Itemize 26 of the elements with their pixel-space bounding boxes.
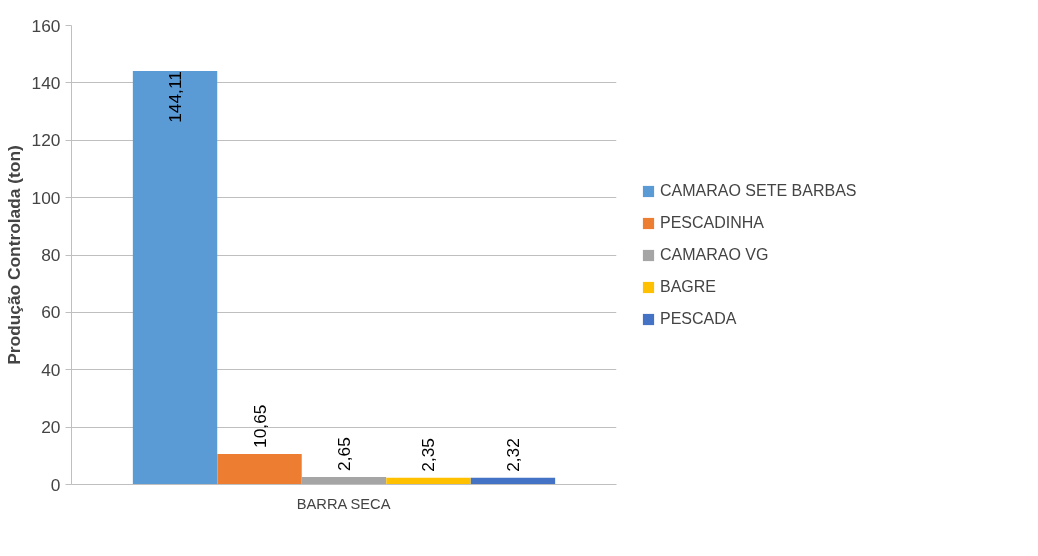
y-tick-label: 100	[31, 187, 61, 208]
data-label: 2,65	[334, 437, 354, 471]
y-tick-label: 120	[31, 130, 61, 151]
y-tick-label: 140	[31, 72, 61, 93]
legend-label: BAGRE	[660, 277, 717, 296]
y-axis-title: Produção Controlada (ton)	[3, 145, 24, 365]
legend-label: PESCADA	[660, 309, 737, 328]
y-tick-label: 60	[41, 302, 61, 323]
y-tick-label: 40	[41, 359, 61, 380]
legend-label: PESCADINHA	[660, 213, 765, 232]
bar	[386, 477, 471, 485]
bar	[470, 477, 556, 485]
y-tick-label: 20	[41, 417, 61, 438]
y-tick-label: 80	[41, 245, 61, 265]
bar	[217, 453, 302, 485]
y-tick-label: 0	[50, 474, 61, 495]
data-label: 2,32	[502, 438, 523, 472]
bar	[132, 71, 218, 485]
data-label: 2,35	[418, 438, 439, 472]
legend-label: CAMARAO SETE BARBAS	[660, 181, 857, 200]
data-label: 10,65	[249, 404, 270, 448]
x-tick-label: BARRA SECA	[296, 495, 391, 512]
data-label: 144,11	[165, 71, 186, 123]
bar	[301, 476, 387, 485]
y-tick-label: 160	[31, 15, 61, 36]
legend-label: CAMARAO VG	[660, 245, 769, 264]
